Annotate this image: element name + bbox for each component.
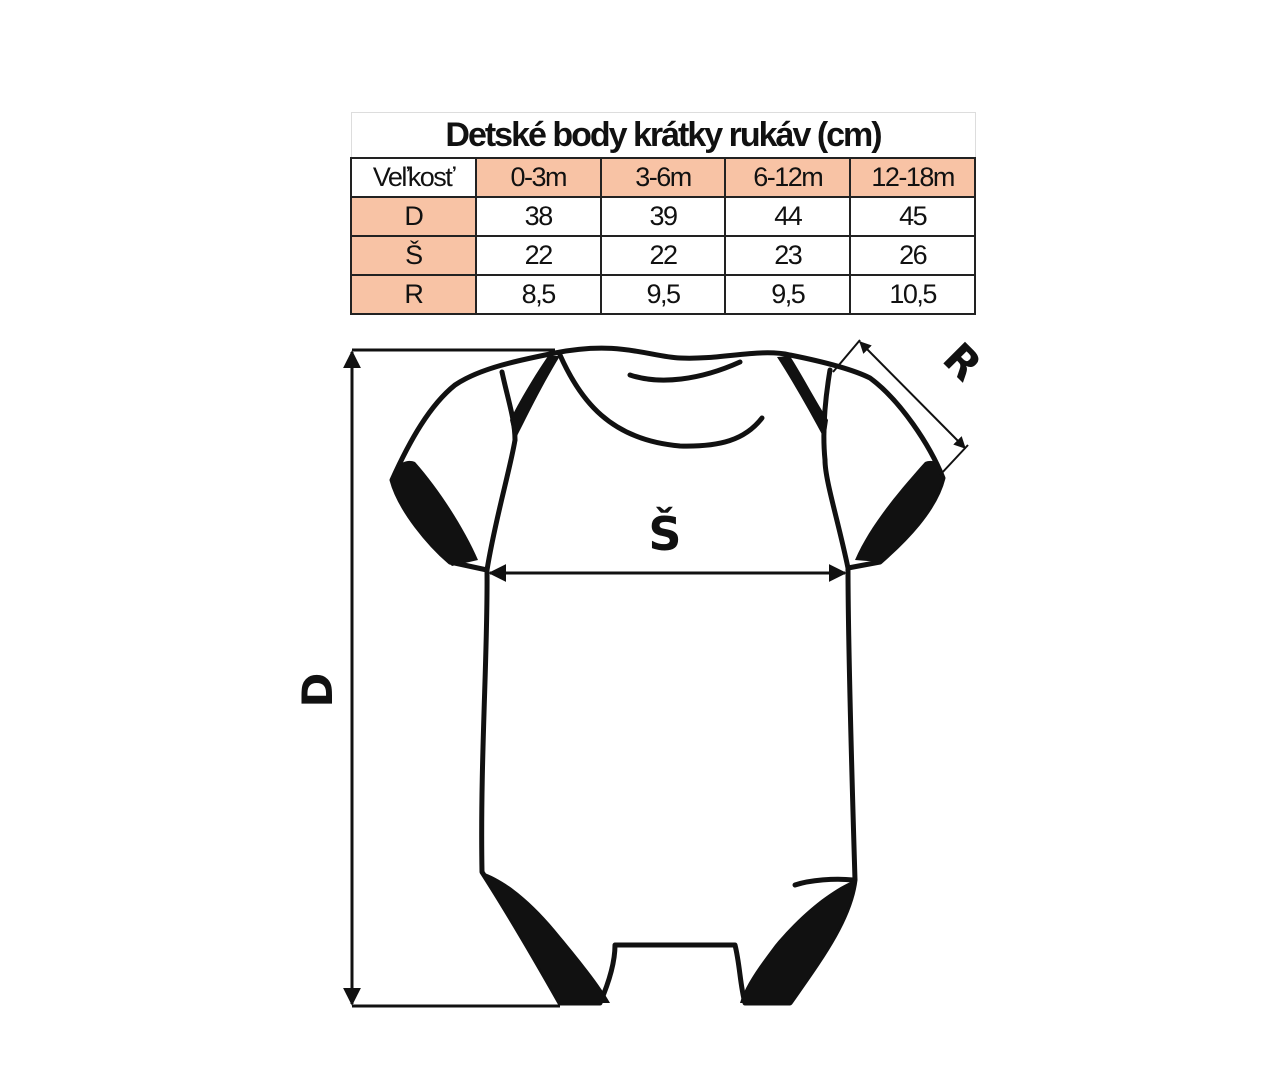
- cell: 26: [849, 235, 976, 276]
- cell: 38: [474, 196, 602, 237]
- sleeve-label: R: [933, 333, 991, 391]
- table-row: R 8,5 9,5 9,5 10,5: [350, 274, 976, 315]
- bodysuit-trim: [392, 356, 943, 1003]
- cell: 9,5: [724, 274, 852, 315]
- length-label: D: [293, 673, 342, 708]
- size-header: 3-6m: [599, 157, 727, 198]
- row-label: R: [350, 274, 477, 315]
- length-dimension: [343, 348, 560, 1008]
- cell: 8,5: [474, 274, 602, 315]
- cell: 22: [474, 235, 602, 276]
- row-label: Š: [350, 235, 477, 276]
- cell: 22: [599, 235, 727, 276]
- table-row: Š 22 22 23 26: [350, 235, 976, 276]
- size-chart-table: Detské body krátky rukáv (cm) Veľkosť 0-…: [350, 112, 976, 315]
- sleeve-dimension: [832, 339, 969, 476]
- cell: 39: [599, 196, 727, 237]
- cell: 10,5: [849, 274, 976, 315]
- header-label: Veľkosť: [350, 157, 477, 198]
- cell: 45: [849, 196, 976, 237]
- table-row: D 38 39 44 45: [350, 196, 976, 237]
- size-header: 6-12m: [724, 157, 852, 198]
- cell: 23: [724, 235, 852, 276]
- title-row: Detské body krátky rukáv (cm): [350, 112, 976, 159]
- table-title: Detské body krátky rukáv (cm): [350, 112, 976, 159]
- row-label: D: [350, 196, 477, 237]
- bodysuit-outline: [389, 345, 946, 1006]
- header-row: Veľkosť 0-3m 3-6m 6-12m 12-18m: [350, 157, 976, 198]
- size-header: 0-3m: [474, 157, 602, 198]
- width-label: Š: [648, 507, 681, 561]
- cell: 9,5: [599, 274, 727, 315]
- size-header: 12-18m: [849, 157, 976, 198]
- cell: 44: [724, 196, 852, 237]
